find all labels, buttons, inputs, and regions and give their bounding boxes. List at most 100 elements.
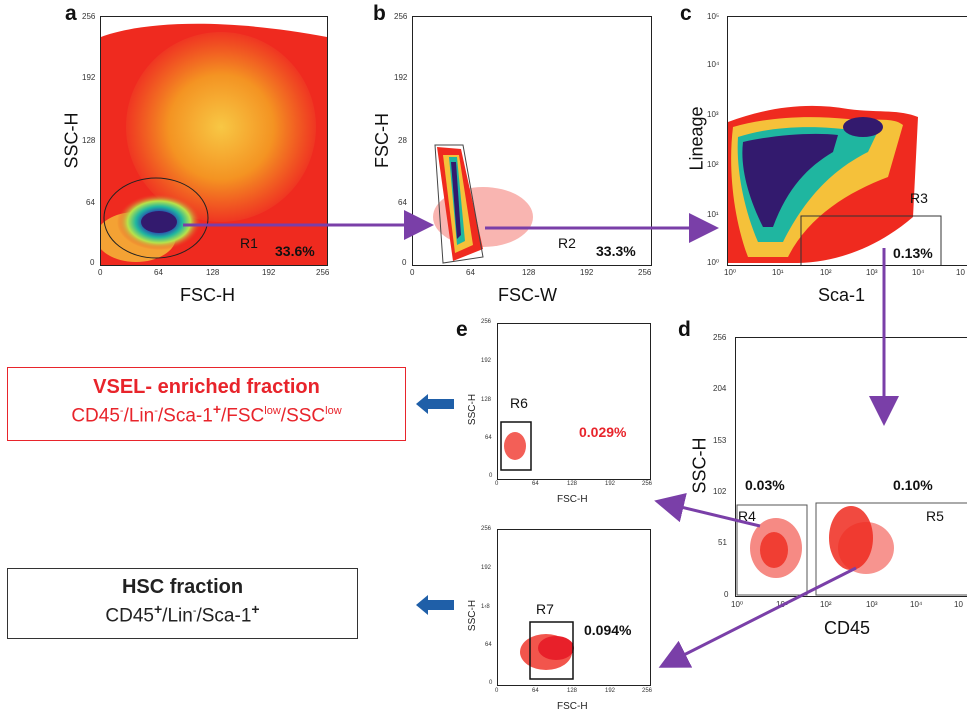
panel-c-xlabel: Sca-1 (818, 285, 866, 305)
panel-d-pct-right: 0.10% (893, 477, 933, 493)
blue-arrow-vsel (416, 394, 454, 414)
panel-a-letter: a (65, 2, 77, 25)
arrow-d-to-f (658, 566, 857, 668)
panel-f-pct: 0.094% (584, 622, 632, 638)
vsel-ssc: /SSC (280, 405, 326, 427)
panel-b-ytick: 64 (398, 198, 407, 207)
vsel-fsc: /FSC (221, 405, 265, 427)
panel-d-xtick: 10³ (866, 600, 878, 609)
panel-b-xtick: 256 (638, 268, 652, 277)
panel-e-xtick: 128 (567, 481, 578, 487)
panel-c-pct: 0.13% (893, 245, 933, 261)
vsel-fsc-sup: low (264, 405, 281, 417)
panel-c-gate: R3 (910, 190, 928, 206)
panel-c-xtick: 10¹ (772, 268, 784, 277)
panel-e-density (500, 421, 532, 471)
panel-f-xlabel: FSC-H (557, 701, 588, 712)
panel-b-xtick: 192 (580, 268, 594, 277)
panel-e-xtick: 256 (642, 481, 653, 487)
arrow-d-to-e (654, 493, 761, 528)
panel-a-xtick: 64 (154, 268, 163, 277)
panel-b-xtick: 128 (522, 268, 536, 277)
hsc-sca: /Sca-1 (196, 605, 252, 627)
panel-a-ytick: 192 (82, 73, 96, 82)
panel-a-xtick: 0 (98, 268, 103, 277)
panel-e-xtick: 64 (532, 481, 539, 487)
panel-a-ytick: 0 (90, 258, 95, 267)
vsel-markers: CD45-/Lin-/Sca-1+/FSClow/SSClow (8, 401, 405, 427)
panel-b-ytick: 192 (394, 73, 408, 82)
panel-b-xlabel: FSC-W (498, 285, 557, 305)
panel-e-gate: R6 (510, 395, 528, 411)
panel-b-ytick: 256 (394, 12, 408, 21)
vsel-title: VSEL- enriched fraction (93, 376, 320, 398)
vsel-cd45: CD45 (71, 405, 120, 427)
panel-c-xtick: 10⁰ (724, 268, 737, 277)
vsel-fraction-box: VSEL- enriched fraction CD45-/Lin-/Sca-1… (7, 367, 406, 441)
vsel-lin-sup: - (154, 405, 158, 417)
blue-arrow-hsc (416, 595, 454, 615)
panel-c-letter: c (680, 2, 692, 25)
panel-e-pct: 0.029% (579, 424, 627, 440)
panel-c-xtick: 10³ (866, 268, 878, 277)
panel-c-plot (727, 16, 967, 266)
panel-a-xtick: 128 (206, 268, 220, 277)
panel-d-xtick: 10² (820, 600, 832, 609)
panel-a-ytick: 64 (86, 198, 95, 207)
panel-e-xtick: 192 (605, 481, 616, 487)
panel-d-ytick: 51 (718, 538, 727, 547)
panel-e-ytick: 64 (485, 435, 492, 441)
hsc-lin-sup: - (192, 605, 197, 617)
panel-d-ytick: 153 (713, 436, 727, 445)
panel-c-ytick: 10⁰ (707, 258, 720, 267)
panel-a-ytick: 256 (82, 12, 96, 21)
panel-c-ytick: 10⁵ (707, 12, 720, 21)
vsel-sca: /Sca-1 (157, 405, 213, 427)
panel-f-ytick: 192 (481, 565, 492, 571)
panel-d-gate-left: R4 (738, 508, 756, 524)
panel-b-letter: b (373, 2, 386, 25)
panel-f-plot (497, 529, 651, 686)
panel-a-xtick: 192 (262, 268, 276, 277)
panel-d-ytick: 256 (713, 333, 727, 342)
panel-d-ytick: 204 (713, 384, 727, 393)
hsc-cd45: CD45 (105, 605, 154, 627)
panel-c-ytick: 10³ (707, 110, 719, 119)
vsel-lin: /Lin (123, 405, 155, 427)
panel-e-ytick: 256 (481, 319, 492, 325)
panel-c-xtick: 10² (820, 268, 832, 277)
panel-a-ytick: 128 (82, 136, 96, 145)
panel-c-xtick: 10⁴ (912, 268, 925, 277)
panel-f-ytick: 1‹8 (481, 604, 490, 610)
hsc-sca-sup: + (251, 601, 260, 617)
panel-f-ytick: 0 (489, 680, 493, 686)
panel-d-letter: d (678, 318, 691, 341)
panel-b-density (433, 144, 533, 264)
panel-a-xlabel: FSC-H (180, 285, 235, 305)
panel-d-density (736, 502, 967, 596)
panel-c-density (728, 105, 942, 265)
panel-f-ytick: 64 (485, 642, 492, 648)
vsel-sca-sup: + (212, 401, 221, 417)
panel-d-ytick: 0 (724, 590, 729, 599)
panel-e-plot (497, 323, 651, 480)
panel-d-xlabel: CD45 (824, 618, 871, 638)
panel-f-xtick: 128 (567, 688, 578, 694)
panel-b-ytick: 0 (402, 258, 407, 267)
hsc-cd45-sup: + (153, 601, 163, 617)
panel-b-gate: R2 (558, 235, 576, 251)
vsel-cd45-sup: - (119, 405, 124, 417)
panel-e-ytick: 128 (481, 397, 492, 403)
panel-e-ytick: 0 (489, 473, 493, 479)
hsc-markers: CD45+/Lin-/Sca-1+ (8, 601, 357, 627)
panel-f-xtick: 192 (605, 688, 616, 694)
panel-b-pct: 33.3% (596, 243, 636, 259)
panel-e-ytick: 192 (481, 358, 492, 364)
panel-d-xtick: 10⁴ (910, 600, 923, 609)
hsc-fraction-box: HSC fraction CD45+/Lin-/Sca-1+ (7, 568, 358, 639)
panel-d-xtick: 10⁰ (731, 600, 744, 609)
panel-b-plot (412, 16, 652, 266)
panel-f-xtick: 256 (642, 688, 653, 694)
panel-d-pct-left: 0.03% (745, 477, 785, 493)
